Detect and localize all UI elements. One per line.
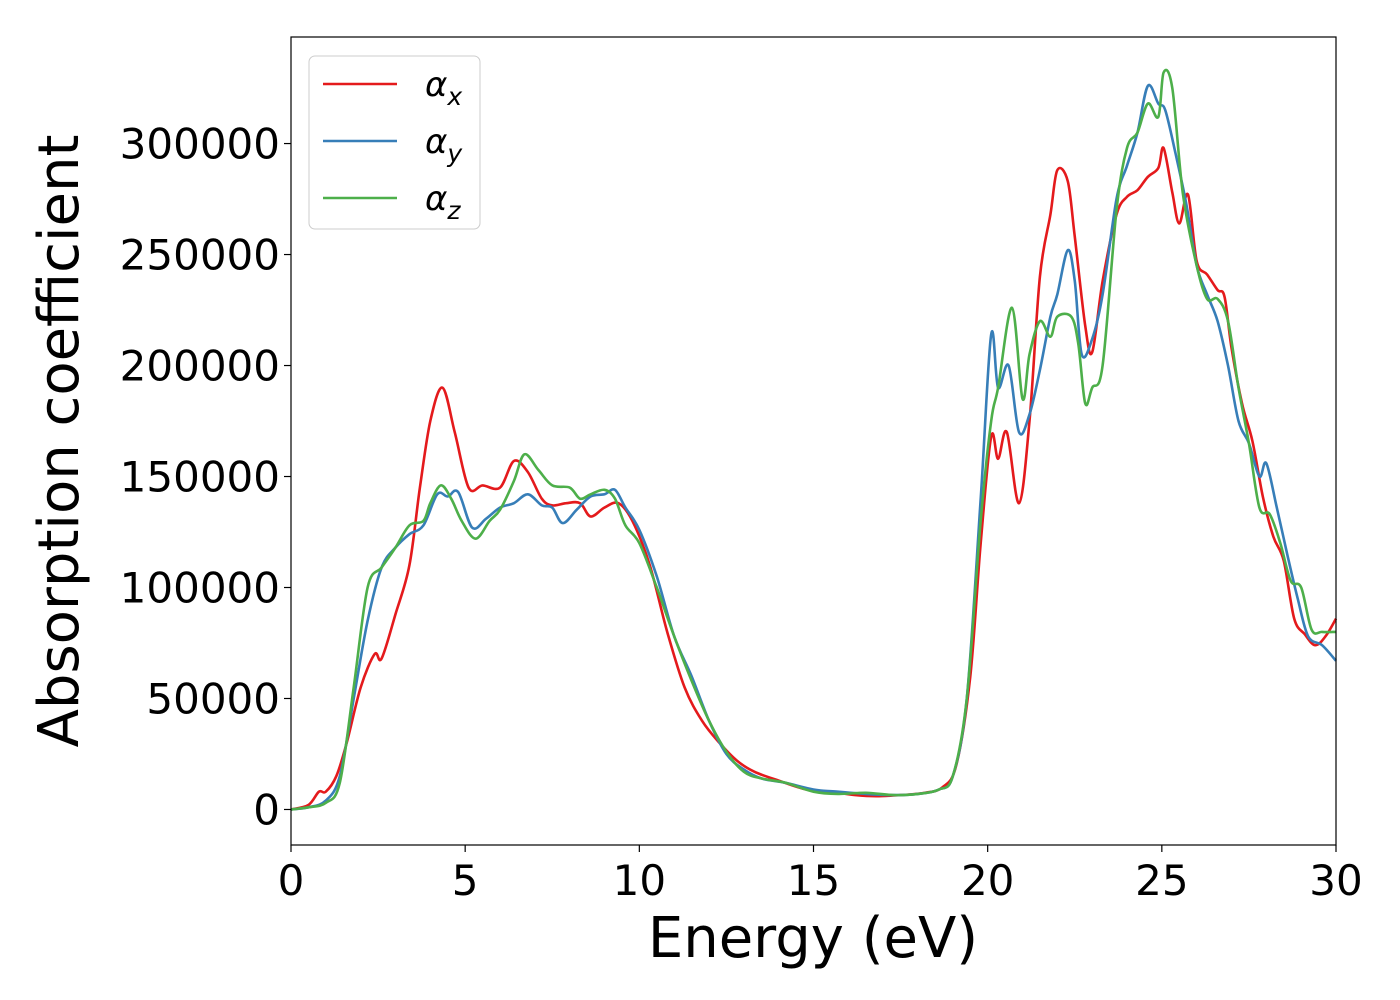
x-tick-label: 20	[961, 856, 1014, 905]
legend-subscript: z	[446, 196, 461, 225]
legend-label-z: αz	[425, 179, 461, 225]
series-layer	[290, 68, 1338, 811]
legend-alpha: α	[425, 122, 447, 162]
x-tick-label: 10	[613, 856, 666, 905]
x-tick-label: 30	[1309, 856, 1362, 905]
legend-box	[308, 55, 481, 230]
x-axis: 0 5 10 15 20 25 30	[278, 845, 1363, 905]
legend-subscript: x	[446, 82, 462, 111]
legend-alpha: α	[425, 179, 447, 219]
legend-label-y: αy	[425, 122, 463, 168]
y-tick-label: 150000	[120, 453, 280, 502]
y-tick-label: 250000	[120, 231, 280, 280]
y-tick-label: 200000	[120, 342, 280, 391]
legend-label-x: αx	[425, 65, 462, 111]
y-tick-label: 100000	[120, 564, 280, 613]
y-tick-label: 300000	[120, 120, 280, 169]
x-tick-label: 5	[452, 856, 479, 905]
x-tick-label: 25	[1135, 856, 1188, 905]
legend-subscript: y	[446, 139, 463, 168]
x-axis-label: Energy (eV)	[648, 906, 978, 971]
y-axis: 0 50000 100000 150000 200000 250000 300000	[120, 120, 291, 834]
x-tick-label: 0	[278, 856, 305, 905]
legend-alpha: α	[425, 65, 447, 105]
x-tick-label: 15	[787, 856, 840, 905]
y-tick-label: 0	[253, 785, 280, 834]
y-tick-label: 50000	[146, 674, 280, 723]
series-line-z	[290, 68, 1337, 811]
y-axis-label: Absorption coefficient	[27, 135, 92, 748]
